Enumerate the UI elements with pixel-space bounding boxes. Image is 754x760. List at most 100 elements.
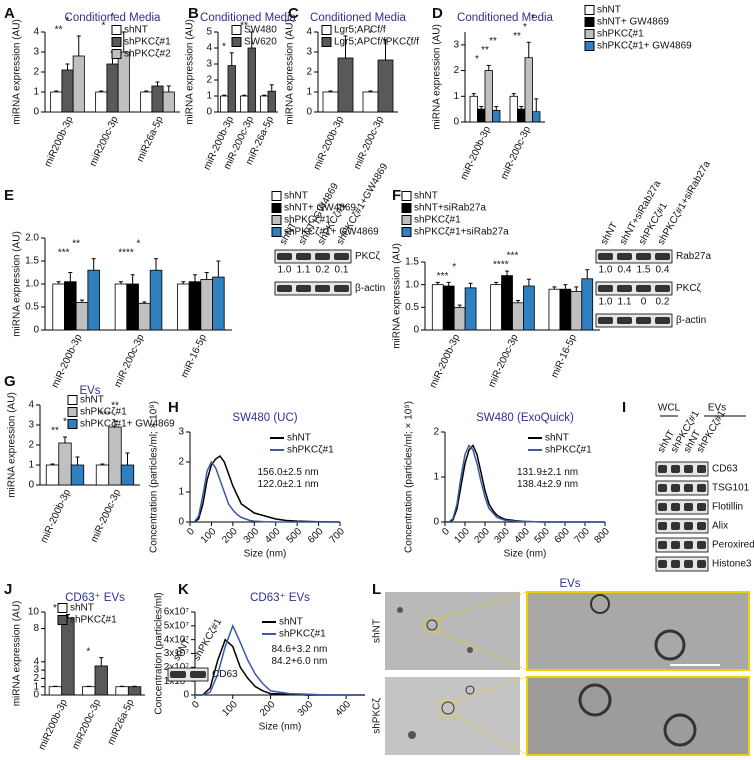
y-tick-label: 8 (33, 623, 39, 634)
row-label: Flotillin (712, 502, 743, 513)
quantification: 0.2 (316, 265, 330, 276)
x-tick-label: 200 (220, 526, 240, 546)
row-label: PKCζ (355, 251, 381, 262)
y-tick-label: 2 (33, 67, 39, 78)
series-line (445, 444, 605, 523)
blot-frame (655, 480, 709, 496)
row-label: Rab27a (676, 251, 711, 262)
significance: * (531, 13, 535, 24)
x-tick-label: 0 (185, 526, 197, 538)
blot-frame (655, 499, 709, 515)
legend-label: shPKCζ#1+ GW4869 (80, 419, 175, 430)
bar (61, 617, 75, 696)
legend-label: shPKCζ#2 (124, 49, 171, 60)
x-tick-label: miR26a-5p (135, 114, 166, 163)
group-label: WCL (658, 403, 681, 414)
bar (117, 51, 130, 113)
y-axis-label: miRNA expression (AU) (185, 19, 196, 125)
y-tick-label: 4 (33, 27, 39, 38)
panel-title: EVs (559, 578, 580, 590)
bar (260, 95, 269, 113)
blot-band (334, 285, 349, 292)
blot-band (697, 522, 706, 530)
legend-swatch (584, 17, 595, 27)
y-tick-label: 2x10⁷ (164, 662, 190, 673)
y-tick-label: 1.5 (405, 257, 419, 268)
panel-letter: F (392, 187, 401, 204)
significance: * (368, 29, 372, 40)
legend-swatch (271, 203, 282, 213)
y-tick-label: 1 (178, 487, 184, 498)
y-tick-label: 0 (28, 480, 34, 491)
quantification: 1.5 (637, 265, 651, 276)
blot-band (658, 541, 667, 549)
significance: * (452, 262, 456, 273)
x-tick-label: miR-200c-3p (486, 332, 520, 389)
y-tick-label: 3 (33, 665, 39, 676)
blot-band (296, 253, 311, 260)
y-axis-label: Concentration (particles/ml; × 10⁹) (404, 401, 415, 553)
panel-letter: B (188, 5, 199, 22)
panel-title: Conditioned Media (457, 12, 554, 24)
row-label: PKCζ (676, 283, 702, 294)
blot-band (671, 465, 680, 473)
bar (322, 91, 339, 113)
y-tick-label: 2 (453, 65, 459, 76)
y-tick-label: 3 (178, 427, 184, 438)
y-tick-label: 1 (206, 91, 212, 102)
lane-label: shPKCζ#1+siRab27a (656, 159, 713, 247)
bar (72, 55, 85, 113)
blot-band (684, 541, 693, 549)
x-tick-label: 300 (296, 699, 316, 719)
blot-band (658, 560, 667, 568)
significance: * (523, 22, 527, 33)
y-axis-label: miRNA expression (AU) (12, 231, 23, 337)
x-tick-label: miR200b-3p (43, 114, 76, 168)
legend-label: shNT (284, 191, 308, 202)
x-tick-label: miR200b-3p (37, 697, 70, 751)
y-tick-label: 5 (206, 27, 212, 38)
bar (177, 283, 190, 331)
bar (464, 287, 477, 331)
blot-band (658, 465, 667, 473)
series-line (190, 460, 340, 523)
panel-letter: I (622, 399, 626, 416)
panel-letter: J (4, 581, 12, 598)
y-tick-label: 0 (433, 517, 439, 528)
blot-band (636, 285, 651, 292)
y-axis-label: Concentration (particles/ml) (154, 592, 165, 714)
micrograph-zoom (526, 591, 750, 671)
bar (524, 57, 533, 123)
row-label: Histone3 (712, 559, 752, 570)
x-tick-label: 400 (263, 526, 283, 546)
y-tick-label: 3x10⁷ (164, 648, 190, 659)
bar (87, 269, 100, 331)
significance: * (63, 417, 67, 428)
panel-title: Conditioned Media (310, 12, 407, 24)
significance: * (66, 16, 70, 27)
legend-swatch (584, 41, 595, 51)
y-tick-label: 6x10⁷ (164, 607, 190, 618)
x-tick-label: miR-200c-3p (112, 332, 146, 389)
legend-label: shNT (287, 433, 311, 444)
y-tick-label: 5x10⁷ (164, 620, 190, 631)
bar (490, 284, 502, 331)
legend-label: shPKCζ#1 (124, 37, 171, 48)
row-label: Alix (712, 521, 728, 532)
blot-band (617, 285, 632, 292)
quantification: 1.0 (599, 265, 613, 276)
significance: * (111, 12, 115, 23)
y-tick-label: 4 (206, 43, 212, 54)
bar (149, 269, 163, 331)
significance: ** (51, 426, 59, 437)
row-label: CD63 (712, 464, 738, 475)
y-tick-label: 3 (306, 47, 312, 58)
legend-swatch (57, 615, 68, 625)
x-tick-label: 700 (327, 526, 347, 546)
y-tick-label: 4 (28, 400, 34, 411)
bar (548, 288, 561, 331)
bar (162, 91, 175, 113)
y-axis-label: miRNA expression (AU) (12, 601, 23, 707)
legend-swatch (111, 37, 122, 47)
y-axis-label: miRNA expression (AU) (7, 392, 18, 498)
